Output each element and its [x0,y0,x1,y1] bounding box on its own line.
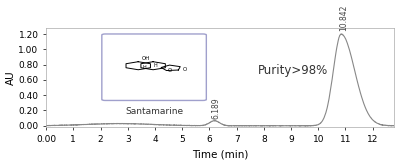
X-axis label: Time (min): Time (min) [192,149,248,159]
Text: O: O [168,68,172,73]
Y-axis label: AU: AU [6,70,16,85]
Text: H: H [143,66,146,70]
Text: Purity>98%: Purity>98% [258,64,329,77]
FancyBboxPatch shape [102,34,206,100]
Text: 6.189: 6.189 [211,98,220,119]
Text: O: O [183,67,187,72]
Text: 10.842: 10.842 [339,5,348,31]
Text: Santamarine: Santamarine [125,107,183,116]
Text: H: H [154,63,157,68]
Text: OH: OH [142,56,150,61]
